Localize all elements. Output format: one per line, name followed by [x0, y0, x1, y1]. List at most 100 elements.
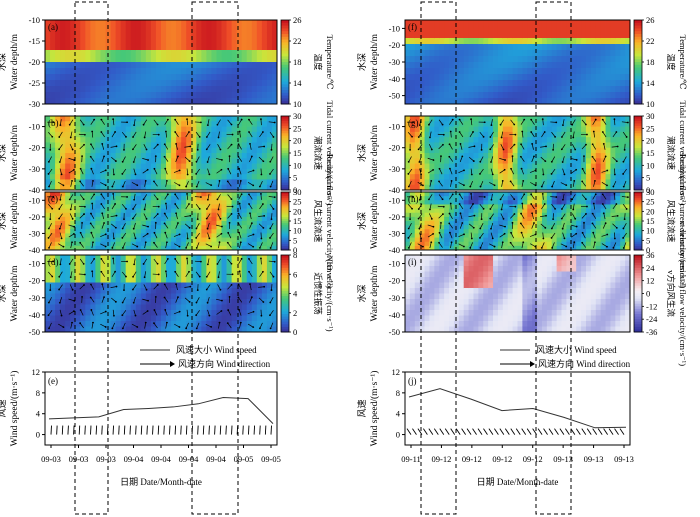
- current-vector-head: [100, 203, 103, 205]
- heat-cell: [115, 74, 122, 81]
- heat-cell: [241, 121, 248, 127]
- heat-cell: [50, 50, 56, 57]
- heat-cell: [541, 137, 548, 143]
- heat-cell: [541, 174, 548, 180]
- heat-cell: [90, 293, 96, 300]
- heat-cell: [546, 62, 553, 69]
- heat-cell: [75, 86, 81, 93]
- heat-cell: [571, 44, 577, 51]
- heat-cell: [181, 200, 187, 205]
- heat-cell: [110, 137, 117, 143]
- heat-cell: [125, 255, 132, 261]
- heat-cell: [251, 32, 258, 39]
- heat-cell: [65, 315, 71, 322]
- current-vector: [122, 156, 126, 162]
- current-vector: [90, 194, 95, 200]
- heat-cell: [100, 80, 106, 87]
- heat-cell: [507, 74, 514, 81]
- heat-cell: [211, 245, 217, 251]
- heat-cell: [181, 221, 187, 226]
- heat-cell: [576, 20, 582, 27]
- heat-cell: [211, 321, 217, 327]
- heat-cell: [50, 153, 56, 159]
- heat-cell: [110, 62, 117, 69]
- heat-cell: [45, 271, 51, 278]
- heat-cell: [600, 20, 606, 27]
- heat-cell: [434, 74, 440, 81]
- heat-cell: [135, 26, 142, 33]
- heat-cell: [75, 321, 81, 327]
- current-vector-head: [154, 155, 157, 158]
- heat-cell: [251, 56, 258, 63]
- heat-cell: [449, 62, 455, 69]
- heat-cell: [186, 245, 192, 251]
- heat-cell: [439, 163, 445, 170]
- heat-cell: [512, 74, 518, 81]
- heat-cell: [110, 68, 117, 75]
- heat-cell: [256, 153, 263, 159]
- heat-cell: [176, 44, 182, 51]
- heat-cell: [150, 126, 157, 133]
- heat-cell: [414, 32, 421, 39]
- heat-cell: [261, 299, 268, 305]
- heat-cell: [216, 326, 222, 333]
- heat-cell: [610, 116, 616, 122]
- heat-cell: [246, 229, 253, 234]
- heat-cell: [261, 32, 268, 39]
- heat-cell: [85, 216, 91, 222]
- heat-cell: [271, 221, 278, 226]
- heat-cell: [546, 32, 553, 39]
- heat-cell: [512, 98, 518, 105]
- heat-cell: [246, 20, 253, 27]
- heat-cell: [551, 98, 558, 105]
- heat-cell: [571, 184, 577, 191]
- current-vector-head: [216, 123, 219, 126]
- heat-cell: [527, 32, 533, 39]
- heat-cell: [463, 62, 469, 69]
- heat-cell: [595, 98, 602, 105]
- heat-cell: [488, 179, 494, 186]
- current-vector: [48, 242, 52, 249]
- heat-cell: [191, 241, 197, 247]
- colorbar-segment: [281, 78, 289, 83]
- current-vector-head: [157, 273, 160, 276]
- heat-cell: [115, 315, 122, 322]
- colorbar-tick-label: 18: [646, 57, 655, 67]
- heat-cell: [429, 184, 435, 191]
- colorbar-segment: [281, 298, 289, 302]
- heat-cell: [221, 44, 227, 51]
- current-vector: [80, 168, 84, 175]
- colorbar-segment: [281, 303, 289, 307]
- colorbar-tick-label: 26: [293, 15, 302, 25]
- heat-cell: [493, 98, 499, 105]
- heat-cell: [120, 237, 127, 243]
- current-vector: [101, 119, 105, 125]
- heat-cell: [532, 68, 538, 75]
- current-vector-head: [205, 275, 208, 278]
- heat-cell: [90, 147, 96, 154]
- heat-cell: [246, 126, 253, 133]
- heat-cell: [70, 237, 76, 243]
- heat-cell: [75, 310, 81, 316]
- heat-cell: [256, 26, 263, 33]
- heat-cell: [478, 26, 484, 33]
- heat-cell: [527, 142, 533, 149]
- current-vector: [218, 322, 220, 329]
- current-vector-head: [165, 130, 167, 133]
- heat-cell: [155, 121, 162, 127]
- heat-cell: [537, 116, 543, 122]
- heat-cell: [216, 277, 222, 283]
- heat-cell: [429, 168, 435, 175]
- heat-cell: [571, 92, 577, 99]
- heat-cell: [201, 266, 207, 272]
- heat-cell: [512, 168, 518, 175]
- current-vector: [48, 156, 52, 162]
- heat-cell: [196, 204, 202, 209]
- heat-cell: [171, 310, 177, 316]
- heat-cell: [70, 20, 76, 27]
- heat-cell: [65, 237, 71, 243]
- heat-cell: [186, 271, 192, 278]
- heat-cell: [221, 266, 227, 272]
- heat-cell: [502, 86, 509, 93]
